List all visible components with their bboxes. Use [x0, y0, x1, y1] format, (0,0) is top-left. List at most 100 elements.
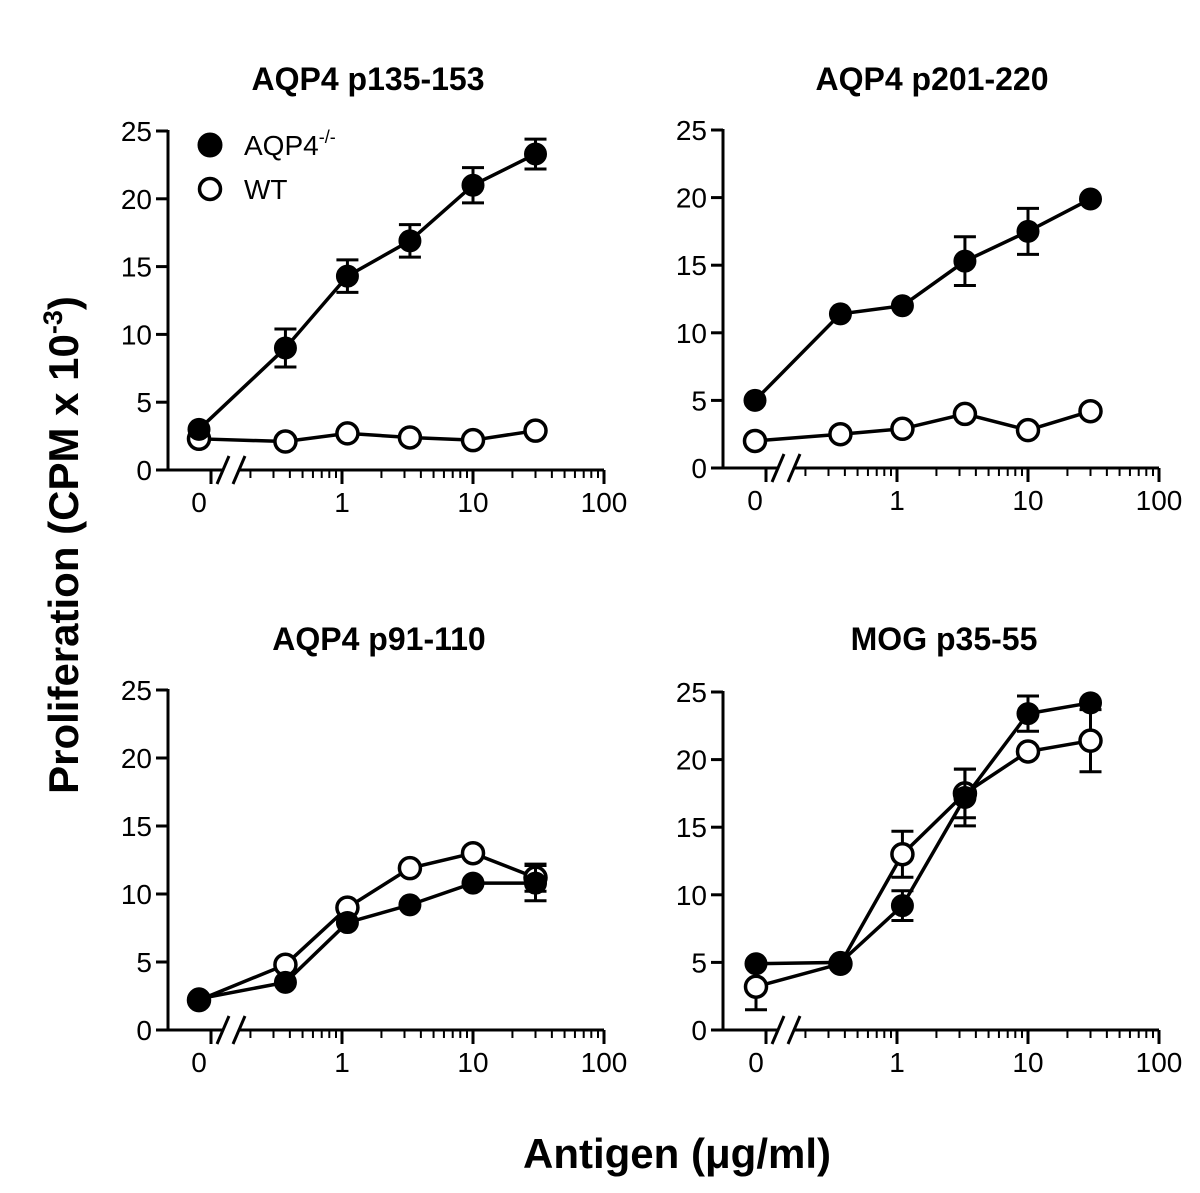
y-tick-label: 25 — [676, 677, 707, 708]
data-point-open — [828, 421, 853, 447]
x-tick-label: 10 — [1012, 1047, 1043, 1078]
y-tick-label: 25 — [121, 675, 152, 706]
x-tick-label: 10 — [457, 487, 488, 518]
series-line — [198, 881, 536, 1001]
data-point-open — [523, 418, 548, 443]
y-tick-label: 0 — [691, 453, 707, 484]
data-point-filled — [398, 893, 422, 917]
panel-2: AQP4 p201-220 0 5 10 15 20 25 0 1 10 100 — [676, 61, 1183, 516]
y-tick-label: 5 — [691, 947, 707, 978]
series-line — [753, 197, 1092, 402]
panel-1: AQP4 p135-153 0 5 10 15 20 25 0 1 10 100 — [121, 61, 628, 518]
x-tick-label: 100 — [1136, 1047, 1183, 1078]
x-tick-label: 10 — [457, 1047, 488, 1078]
data-point-filled — [461, 871, 485, 895]
x-tick-label: 1 — [889, 485, 905, 516]
data-point-open — [743, 974, 769, 999]
series-aqp4-ko — [743, 187, 1103, 412]
axis-break-mark — [770, 1015, 786, 1045]
data-point-open — [460, 427, 486, 453]
y-tick-label: 20 — [121, 743, 152, 774]
data-point-open — [742, 428, 768, 454]
series-line — [197, 152, 537, 431]
data-point-filled — [953, 785, 977, 809]
x-tick-label: 100 — [1136, 485, 1183, 516]
data-point-filled — [524, 142, 548, 166]
y-tick-label: 20 — [121, 184, 152, 215]
y-tick-label: 25 — [121, 116, 152, 147]
data-point-open — [952, 401, 978, 427]
y-tick-label: 5 — [691, 385, 707, 416]
y-tick-label: 0 — [136, 1015, 152, 1046]
y-tick-label: 15 — [676, 812, 707, 843]
data-point-open — [1078, 728, 1103, 753]
y-tick-label: 0 — [691, 1015, 707, 1046]
series-line — [755, 738, 1091, 989]
series-line — [754, 409, 1092, 443]
data-point-open — [273, 429, 298, 454]
axis-break-mark — [786, 1015, 802, 1045]
data-point-filled — [744, 952, 768, 976]
y-tick-label: 15 — [676, 250, 707, 281]
data-point-open — [1015, 417, 1041, 443]
panel-title: AQP4 p201-220 — [815, 61, 1048, 97]
data-point-open — [890, 416, 915, 442]
y-axis-label: Proliferation (CPM x 10-3) — [38, 296, 87, 794]
y-tick-label: 10 — [121, 319, 152, 350]
data-point-filled — [953, 249, 977, 273]
x-tick-label: 10 — [1012, 485, 1043, 516]
y-tick-label: 10 — [121, 879, 152, 910]
y-tick-label: 20 — [676, 183, 707, 214]
series-aqp4-ko — [744, 691, 1103, 976]
data-point-filled — [1079, 187, 1103, 211]
x-tick-label: 0 — [191, 487, 207, 518]
x-tick-label: 1 — [334, 487, 350, 518]
legend-marker-wt — [197, 176, 223, 202]
x-tick-label: 1 — [334, 1047, 350, 1078]
data-point-filled — [187, 987, 211, 1011]
y-tick-label: 20 — [676, 745, 707, 776]
series-wt — [186, 840, 548, 1013]
data-point-open — [397, 855, 423, 881]
axis-break-mark — [231, 1015, 247, 1045]
series-aqp4-ko — [187, 863, 548, 1011]
panel-3: AQP4 p91-110 0 5 10 15 20 25 0 1 10 100 — [121, 621, 628, 1078]
series-wt — [186, 418, 548, 454]
panel-title: MOG p35-55 — [851, 621, 1038, 657]
legend-marker-aqp4-ko — [197, 132, 223, 158]
data-point-filled — [524, 871, 548, 895]
data-point-filled — [828, 950, 852, 974]
x-axis-label: Antigen (μg/ml) — [523, 1130, 831, 1177]
series-wt — [742, 398, 1103, 454]
data-point-filled — [461, 173, 485, 197]
axis-break-mark — [786, 453, 802, 483]
data-point-filled — [890, 294, 914, 318]
series-line — [198, 851, 537, 1002]
x-tick-label: 0 — [747, 485, 763, 516]
data-point-filled — [273, 336, 297, 360]
panel-title: AQP4 p91-110 — [272, 621, 485, 657]
x-tick-label: 1 — [889, 1047, 905, 1078]
series-aqp4-ko — [187, 137, 548, 441]
data-point-open — [1078, 398, 1103, 424]
y-tick-label: 10 — [676, 880, 707, 911]
legend-label-wt: WT — [244, 174, 288, 205]
y-tick-label: 0 — [136, 455, 152, 486]
y-tick-label: 10 — [676, 318, 707, 349]
data-point-open — [1015, 739, 1041, 764]
x-tick-label: 100 — [581, 487, 628, 518]
x-tick-label: 100 — [581, 1047, 628, 1078]
data-point-filled — [398, 229, 422, 253]
data-point-filled — [1016, 219, 1040, 243]
axis-break-mark — [770, 453, 786, 483]
y-tick-label: 5 — [136, 387, 152, 418]
axis-break-mark — [231, 455, 247, 485]
data-point-filled — [187, 417, 211, 441]
data-point-filled — [890, 894, 914, 918]
axis-break-mark — [215, 455, 231, 485]
x-tick-label: 0 — [748, 1047, 764, 1078]
y-tick-label: 5 — [136, 947, 152, 978]
data-point-filled — [335, 911, 359, 935]
